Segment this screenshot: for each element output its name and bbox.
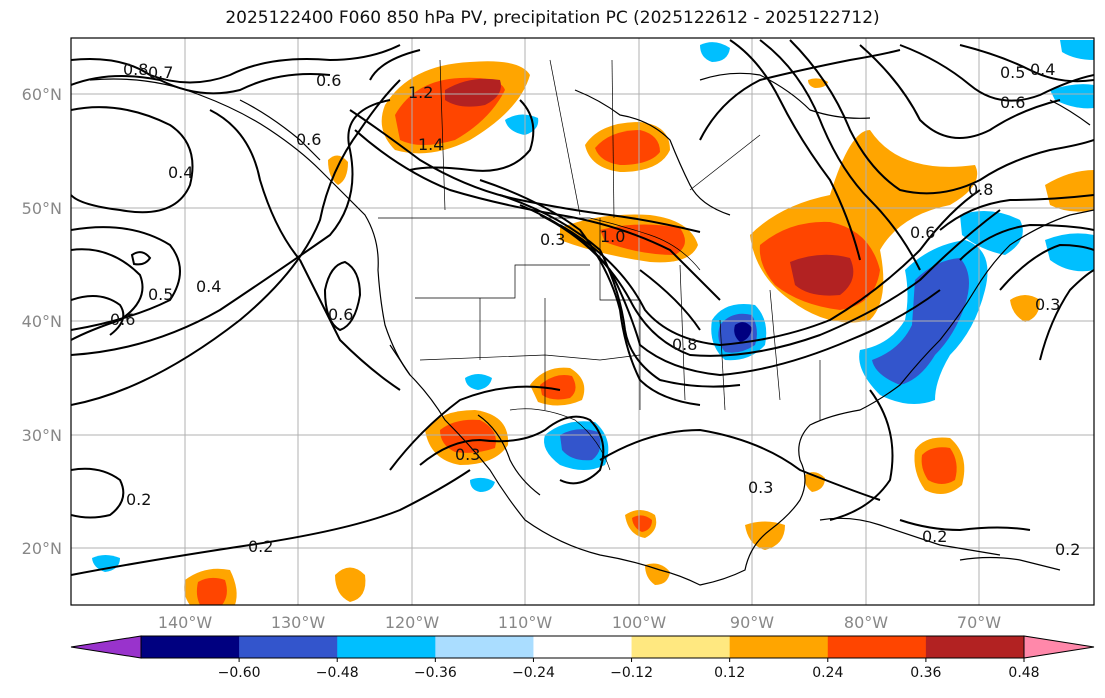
contour-label: 0.2 bbox=[126, 490, 151, 509]
contour-label: 0.3 bbox=[455, 445, 480, 464]
contour-label: 0.2 bbox=[248, 537, 273, 556]
colorbar-tick-label: 0.12 bbox=[714, 665, 745, 681]
contour-label: 0.2 bbox=[922, 527, 947, 546]
colorbar-bin bbox=[827, 636, 927, 658]
plot-frame bbox=[70, 37, 1095, 606]
lon-tick-label: 120°W bbox=[385, 613, 440, 632]
lat-tick-label: 50°N bbox=[22, 199, 62, 218]
contour-label: 0.6 bbox=[328, 305, 353, 324]
contour-label: 0.4 bbox=[168, 163, 193, 182]
lat-tick-label: 20°N bbox=[22, 539, 62, 558]
colorbar-frame bbox=[140, 635, 1025, 659]
lat-axis: 60°N 50°N 40°N 30°N 20°N bbox=[22, 85, 62, 558]
lon-tick-label: 100°W bbox=[612, 613, 667, 632]
lon-tick-label: 140°W bbox=[158, 613, 213, 632]
colorbar-tick-label: −0.24 bbox=[512, 665, 555, 681]
colorbar-tick-label: 0.36 bbox=[910, 665, 941, 681]
contour-label: 0.6 bbox=[910, 223, 935, 242]
contour-label: 0.2 bbox=[1055, 540, 1080, 559]
contour-label: 0.3 bbox=[748, 478, 773, 497]
colorbar-tick-label: 0.48 bbox=[1008, 665, 1039, 681]
contour-label: 1.2 bbox=[408, 83, 433, 102]
contour-label: 0.8 bbox=[672, 335, 697, 354]
contour-label: 1.0 bbox=[600, 227, 625, 246]
contour-label: 0.5 bbox=[1000, 63, 1025, 82]
colorbar-tick-label: −0.36 bbox=[414, 665, 457, 681]
lat-tick-label: 60°N bbox=[22, 85, 62, 104]
coastlines bbox=[89, 72, 1094, 586]
contour-label: 0.6 bbox=[110, 310, 135, 329]
lon-axis: 140°W 130°W 120°W 110°W 100°W 90°W 80°W … bbox=[158, 613, 1001, 632]
colorbar-extend-low bbox=[70, 635, 142, 659]
contour-label: 0.6 bbox=[296, 130, 321, 149]
lat-tick-label: 30°N bbox=[22, 426, 62, 445]
contour-labels: 0.8 0.7 0.6 1.2 1.4 0.4 0.6 0.5 0.4 0.6 … bbox=[110, 60, 1080, 559]
graticule bbox=[71, 38, 1094, 605]
contour-label: 0.8 bbox=[968, 180, 993, 199]
contour-label: 0.3 bbox=[1035, 295, 1060, 314]
contour-label: 0.5 bbox=[148, 285, 173, 304]
lon-tick-label: 110°W bbox=[498, 613, 553, 632]
colorbar-bin bbox=[435, 636, 534, 658]
lon-tick-label: 80°W bbox=[844, 613, 888, 632]
colorbar-tick-label: −0.12 bbox=[610, 665, 653, 681]
map-title: 2025122400 F060 850 hPa PV, precipitatio… bbox=[225, 8, 880, 28]
colorbar-bin bbox=[925, 636, 1025, 658]
contour-label: 0.4 bbox=[196, 277, 221, 296]
lat-tick-label: 40°N bbox=[22, 312, 62, 331]
lon-tick-label: 90°W bbox=[730, 613, 774, 632]
colorbar-bin bbox=[239, 636, 338, 658]
colorbar-bin bbox=[729, 636, 829, 658]
lon-tick-label: 130°W bbox=[271, 613, 326, 632]
colorbar-bin bbox=[533, 636, 633, 658]
contour-label: 0.7 bbox=[148, 63, 173, 82]
colorbar-bin bbox=[141, 636, 240, 658]
pv-contours bbox=[71, 39, 1094, 576]
colorbar: −0.60 −0.48 −0.36 −0.24 −0.12 0.12 0.24 0.36 0.4… bbox=[70, 635, 1095, 681]
colorbar-bin bbox=[337, 636, 436, 658]
political-borders bbox=[378, 59, 821, 471]
contour-label: 0.8 bbox=[123, 60, 148, 79]
contour-label: 0.6 bbox=[1000, 93, 1025, 112]
contour-label: 1.4 bbox=[418, 135, 443, 154]
colorbar-tick-label: −0.60 bbox=[218, 665, 261, 681]
colorbar-tick-label: 0.24 bbox=[812, 665, 843, 681]
contour-label: 0.4 bbox=[1030, 60, 1055, 79]
colorbar-tick-label: −0.48 bbox=[316, 665, 359, 681]
contour-label: 0.3 bbox=[540, 230, 565, 249]
contour-label: 0.6 bbox=[316, 71, 341, 90]
lon-tick-label: 70°W bbox=[957, 613, 1001, 632]
colorbar-bin bbox=[631, 636, 731, 658]
colorbar-extend-high bbox=[1023, 635, 1095, 659]
